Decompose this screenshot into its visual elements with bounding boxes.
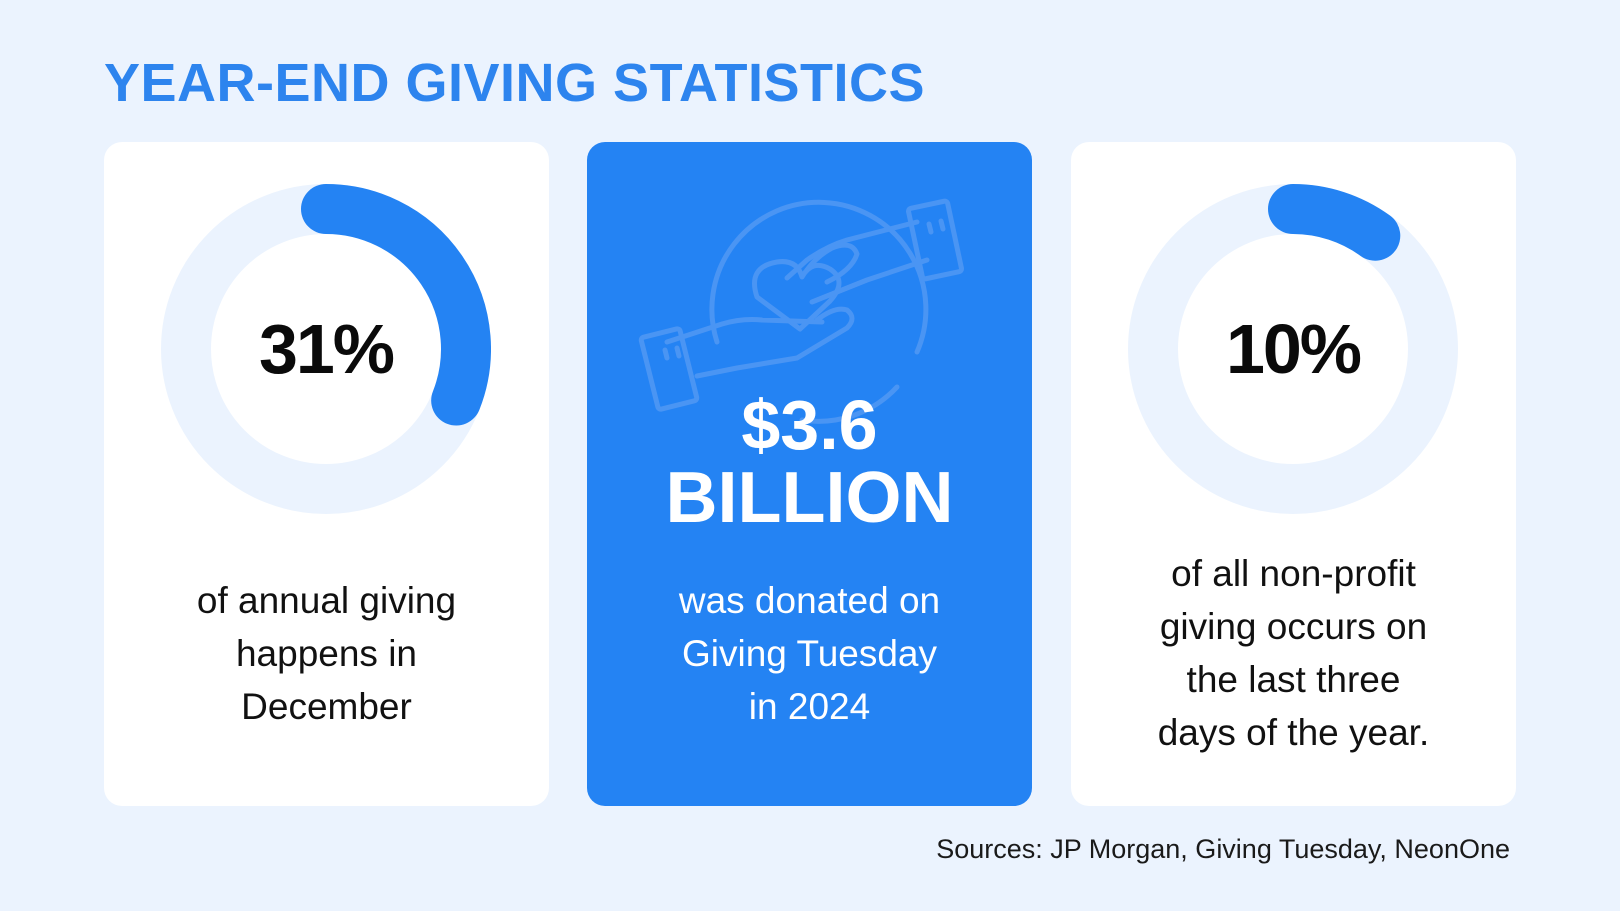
description-line: the last three [1186, 659, 1401, 700]
stat-description: was donated on Giving Tuesday in 2024 [607, 574, 1012, 733]
description-line: giving occurs on [1159, 606, 1428, 647]
description-line: of annual giving [196, 580, 457, 621]
stat-card-year-end-days: 10% of all non-profit giving occurs on t… [1071, 142, 1516, 806]
stat-value-unit: BILLION [665, 458, 954, 538]
description-line: December [241, 686, 412, 727]
donut-chart-year-end [1128, 184, 1458, 514]
stat-card-december: 31% of annual giving happens in December [104, 142, 549, 806]
stat-value-percent: 31% [258, 310, 395, 388]
description-line: happens in [235, 633, 418, 674]
stat-description: of annual giving happens in December [124, 574, 529, 733]
description-line: Giving Tuesday [681, 633, 938, 674]
description-line: was donated on [678, 580, 941, 621]
stat-card-giving-tuesday: $3.6 BILLION was donated on Giving Tuesd… [587, 142, 1032, 806]
donut-progress-arc [301, 184, 491, 426]
description-line: in 2024 [748, 686, 871, 727]
stat-value-amount: $3.6 [741, 386, 878, 464]
stat-value-percent: 10% [1225, 310, 1362, 388]
page-title: YEAR-END GIVING STATISTICS [104, 53, 926, 113]
sources-note: Sources: JP Morgan, Giving Tuesday, Neon… [936, 834, 1510, 864]
giving-hands-heart-icon [638, 198, 964, 424]
description-line: days of the year. [1157, 712, 1430, 753]
stat-description: of all non-profit giving occurs on the l… [1091, 547, 1496, 759]
donut-chart-december [161, 184, 491, 514]
donut-progress-arc [1268, 184, 1401, 261]
description-line: of all non-profit [1171, 553, 1416, 594]
